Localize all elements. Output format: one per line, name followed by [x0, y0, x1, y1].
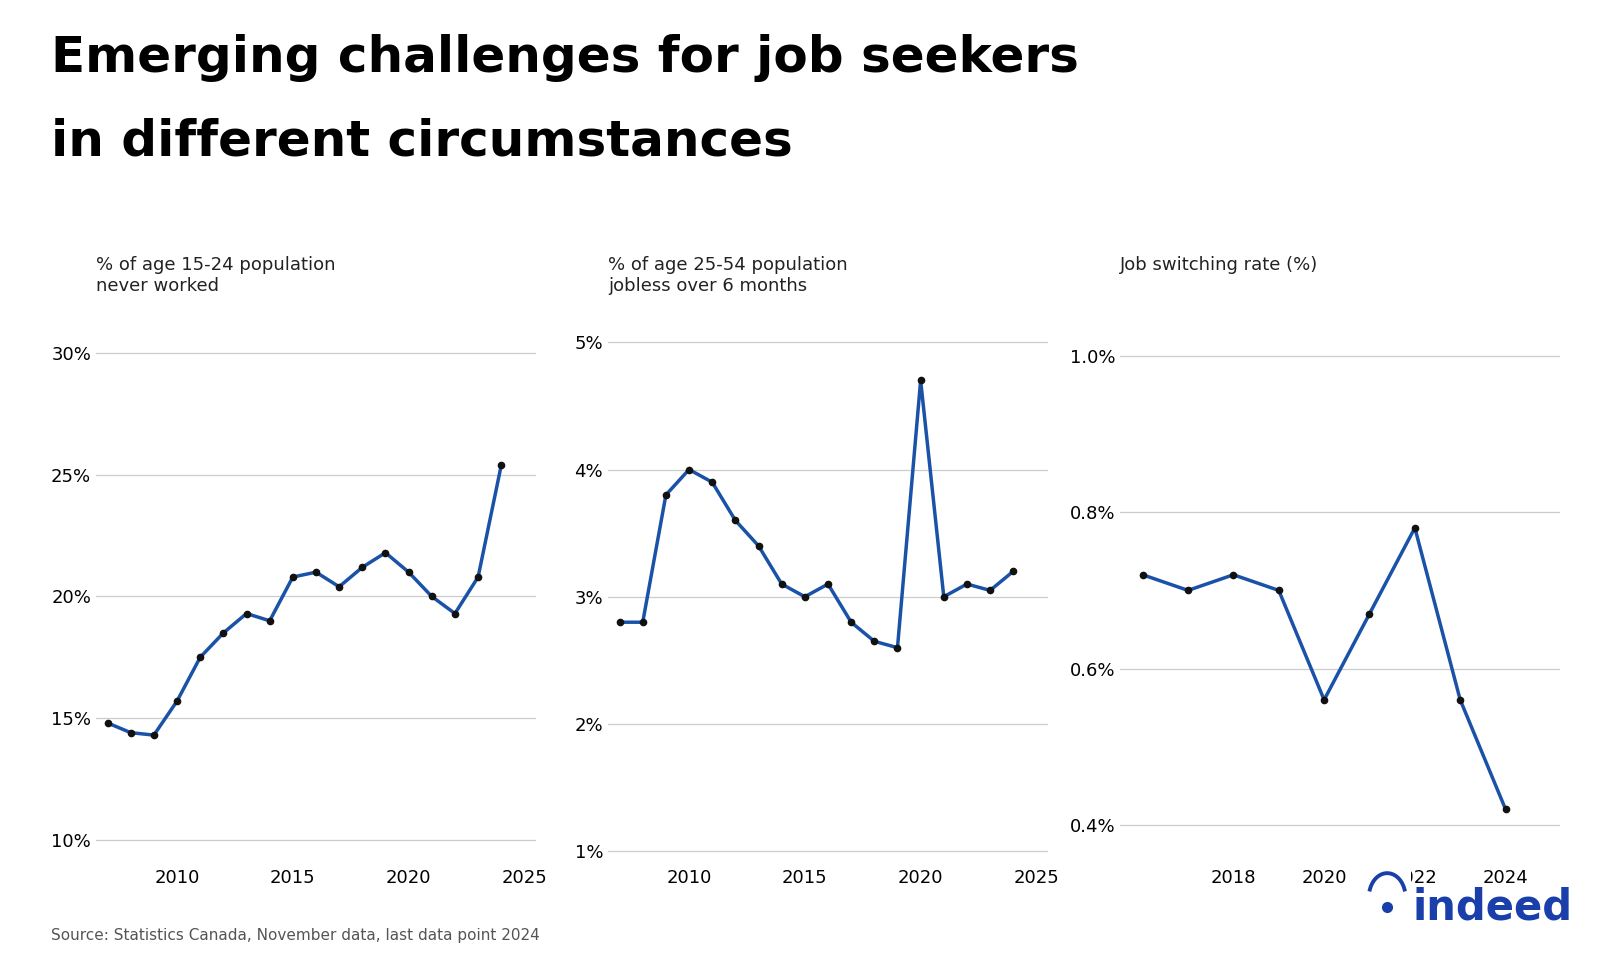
- Text: Source: Statistics Canada, November data, last data point 2024: Source: Statistics Canada, November data…: [51, 927, 539, 943]
- Text: % of age 15-24 population: % of age 15-24 population: [96, 255, 336, 274]
- Text: % of age 25-54 population: % of age 25-54 population: [608, 255, 848, 274]
- Text: Emerging challenges for job seekers: Emerging challenges for job seekers: [51, 34, 1078, 82]
- Text: indeed: indeed: [1413, 886, 1573, 928]
- Text: never worked: never worked: [96, 276, 219, 295]
- Text: jobless over 6 months: jobless over 6 months: [608, 276, 806, 295]
- Text: in different circumstances: in different circumstances: [51, 117, 794, 165]
- Text: Job switching rate (%): Job switching rate (%): [1120, 255, 1318, 274]
